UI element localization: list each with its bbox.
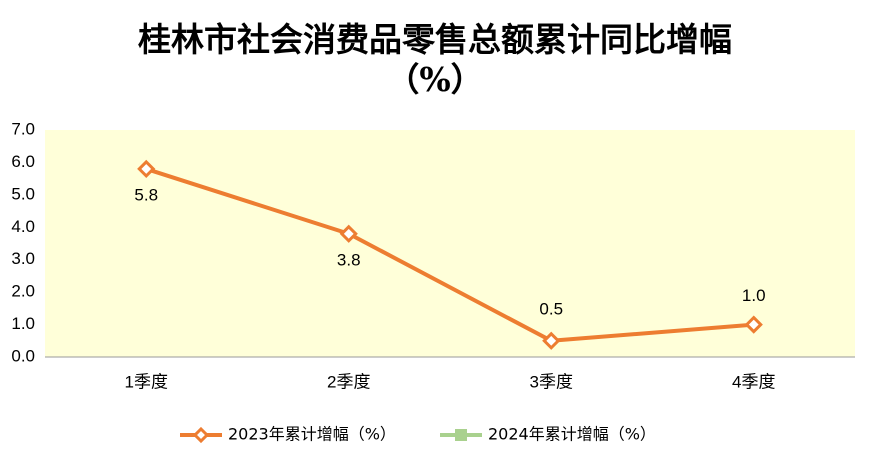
point-marker	[542, 331, 561, 350]
data-label: 1.0	[742, 286, 766, 305]
x-tick-label: 1季度	[125, 372, 168, 391]
point-marker	[744, 315, 763, 334]
y-tick-label: 4.0	[11, 217, 35, 236]
y-tick-label: 1.0	[11, 314, 35, 333]
y-tick-label: 5.0	[11, 184, 35, 203]
data-label: 3.8	[337, 250, 361, 269]
chart-title: 桂林市社会消费品零售总额累计同比增幅	[138, 20, 732, 59]
data-label: 0.5	[539, 299, 563, 318]
point-marker	[137, 159, 156, 179]
plot-area	[45, 130, 855, 357]
point-marker	[339, 224, 358, 243]
legend-label: 2024年累计增幅（%）	[488, 425, 656, 444]
x-tick-label: 3季度	[530, 372, 573, 391]
y-tick-label: 0.0	[11, 346, 35, 365]
x-tick-label: 2季度	[327, 372, 370, 391]
data-label: 5.8	[134, 185, 158, 204]
y-tick-label: 3.0	[11, 249, 35, 268]
chart-subtitle: （%）	[386, 60, 483, 99]
legend-label: 2023年累计增幅（%）	[228, 425, 396, 444]
series-line	[145, 167, 754, 343]
x-tick-label: 4季度	[732, 372, 775, 391]
legend-marker	[192, 426, 210, 444]
legend-marker	[455, 429, 467, 441]
y-tick-label: 7.0	[11, 119, 35, 138]
y-tick-label: 6.0	[11, 152, 35, 171]
y-tick-label: 2.0	[11, 282, 35, 301]
